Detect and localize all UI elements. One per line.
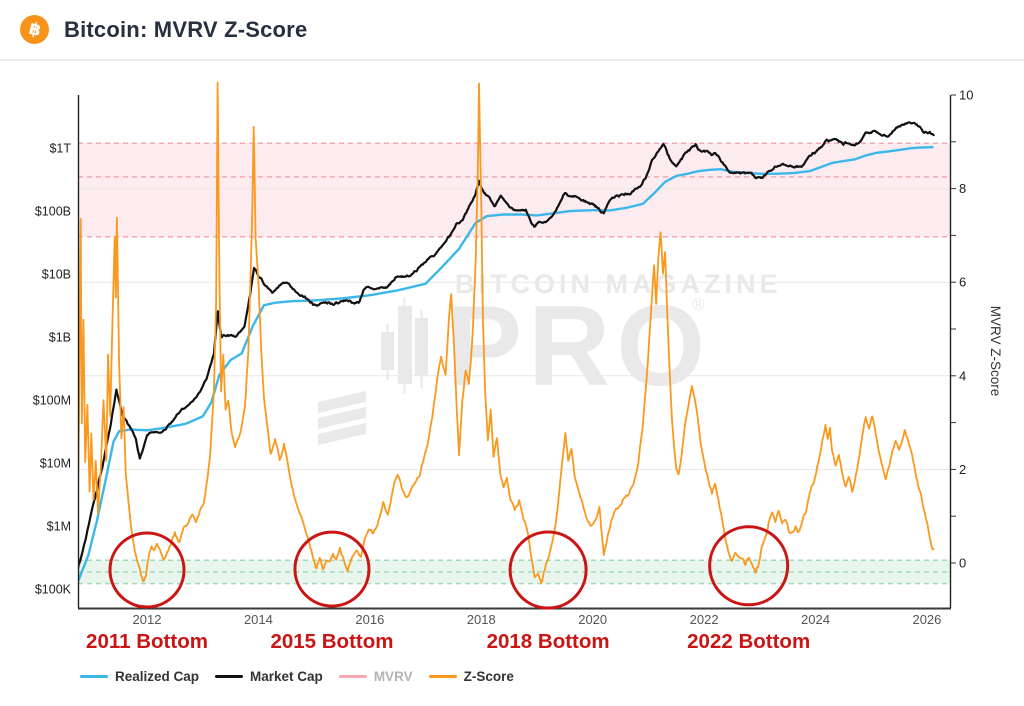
x-tick-label: 2018 xyxy=(467,612,496,627)
bitcoin-magazine-pro-logo-icon xyxy=(318,298,428,446)
chart-legend: Realized Cap Market Cap MVRV Z-Score xyxy=(80,669,514,684)
y-right-tick-label: 0 xyxy=(959,556,966,571)
watermark-registered-mark: ® xyxy=(692,295,705,314)
watermark: BITCOIN MAGAZINE PRO ® xyxy=(318,269,782,446)
y-right-tick-label: 10 xyxy=(959,88,973,103)
y-left-tick-label: $100B xyxy=(35,205,71,219)
x-tick-label: 2020 xyxy=(578,612,607,627)
realized-cap-swatch-icon xyxy=(80,675,108,678)
bottom-annotation-label: 2011 Bottom xyxy=(86,630,208,653)
y-right-tick-label: 2 xyxy=(959,462,966,477)
bottom-circle-annotation xyxy=(708,525,790,607)
y-right-tick-label: 6 xyxy=(959,275,966,290)
y-left-tick-label: $1M xyxy=(47,520,71,534)
bitcoin-logo-icon: ฿ xyxy=(20,15,49,44)
right-axis-title: MVRV Z-Score xyxy=(988,306,1003,397)
bottom-circle-annotation xyxy=(293,530,371,608)
bottom-annotation-label: 2018 Bottom xyxy=(487,630,610,653)
x-tick-label: 2022 xyxy=(690,612,719,627)
page-title: Bitcoin: MVRV Z-Score xyxy=(64,16,308,42)
page-header: ฿ Bitcoin: MVRV Z-Score xyxy=(0,0,1024,61)
watermark-line1: BITCOIN MAGAZINE xyxy=(455,269,782,299)
y-left-tick-label: $1T xyxy=(49,142,71,156)
legend-label: MVRV xyxy=(373,669,413,684)
x-tick-label: 2016 xyxy=(355,612,384,627)
chart-canvas: BITCOIN MAGAZINE PRO ® $100K $1M $10M $100M… xyxy=(33,81,1003,653)
mvrv-zscore-chart: BITCOIN MAGAZINE PRO ® $100K $1M $10M $100M… xyxy=(0,61,1024,701)
market-cap-swatch-icon xyxy=(215,675,244,678)
series-z-score xyxy=(78,81,935,585)
legend-label: Market Cap xyxy=(250,669,323,684)
z-score-swatch-icon xyxy=(428,675,457,678)
legend-item-mvrv[interactable]: MVRV xyxy=(338,669,413,684)
bottom-circle-annotation xyxy=(508,530,588,610)
bottom-annotation-label: 2015 Bottom xyxy=(270,630,393,653)
y-left-tick-label: $100M xyxy=(33,394,71,408)
x-tick-label: 2026 xyxy=(912,612,941,627)
y-right-tick-label: 8 xyxy=(959,181,966,196)
y-left-tick-label: $10M xyxy=(40,457,71,471)
y-left-tick-label: $10B xyxy=(42,268,71,282)
bottom-annotation-label: 2022 Bottom xyxy=(687,630,810,653)
legend-item-market-cap[interactable]: Market Cap xyxy=(215,669,323,684)
watermark-line2: PRO xyxy=(446,283,711,410)
bottom-circle-annotation xyxy=(108,531,186,609)
legend-item-z-score[interactable]: Z-Score xyxy=(428,669,514,684)
x-tick-label: 2024 xyxy=(801,612,830,627)
y-left-tick-label: $1B xyxy=(49,331,71,345)
legend-label: Z-Score xyxy=(463,669,514,684)
y-left-tick-label: $100K xyxy=(35,583,72,597)
x-tick-label: 2012 xyxy=(133,612,162,627)
mvrv-swatch-icon xyxy=(338,675,367,678)
x-tick-label: 2014 xyxy=(244,612,273,627)
legend-label: Realized Cap xyxy=(115,669,200,684)
mvrv-high-band xyxy=(78,143,951,237)
y-right-tick-label: 4 xyxy=(959,368,966,383)
legend-item-realized-cap[interactable]: Realized Cap xyxy=(80,669,199,684)
